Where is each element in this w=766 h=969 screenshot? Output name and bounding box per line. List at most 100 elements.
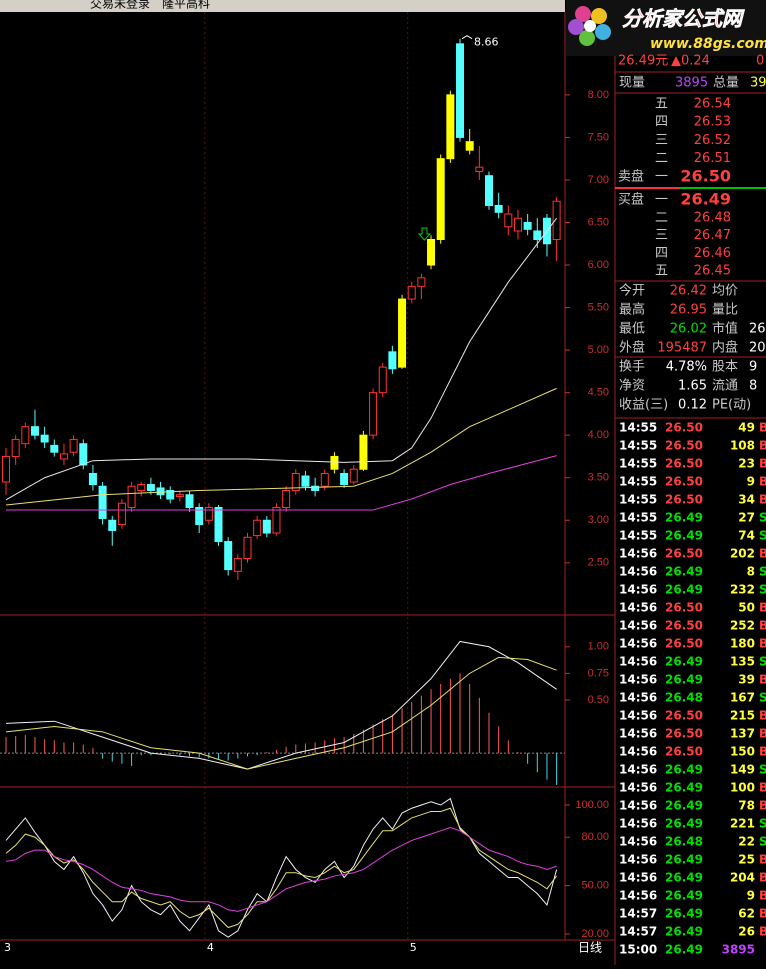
tick-time: 14:56	[619, 763, 657, 777]
tick-price: 26.49	[665, 925, 703, 939]
tick-volume: 22	[738, 835, 755, 849]
candle-body	[446, 94, 455, 160]
indicator-line	[5, 827, 557, 912]
book-level: 五	[655, 264, 668, 279]
tick-time: 14:57	[619, 925, 657, 939]
candle-body	[166, 489, 175, 500]
tick-time: 14:56	[619, 637, 657, 651]
candle-body	[311, 485, 320, 491]
tick-volume: 252	[730, 619, 755, 633]
tick-side: S	[759, 691, 766, 705]
tick-time: 14:56	[619, 835, 657, 849]
indicator-line	[5, 387, 557, 506]
tick-side: B	[759, 709, 766, 723]
tick-side: S	[759, 583, 766, 597]
stat-label: 换手	[619, 360, 645, 375]
stat-label: 今开	[619, 283, 645, 299]
logo-url: www.88gs.com	[650, 36, 766, 52]
candle-body	[456, 43, 465, 138]
stat-value: 20	[749, 341, 766, 356]
candle-body	[137, 484, 146, 491]
tick-volume: 149	[730, 763, 755, 777]
y-tick-label: 4.50	[588, 387, 609, 399]
tick-time: 14:56	[619, 691, 657, 705]
tick-time: 14:56	[619, 619, 657, 633]
y-tick-label: 2.50	[588, 557, 609, 569]
candle-body	[243, 536, 252, 560]
candle-body	[330, 455, 339, 470]
indicator-line	[6, 455, 557, 511]
tick-price: 26.49	[665, 529, 703, 543]
y-tick-label: 8.00	[588, 89, 609, 101]
tick-time: 14:55	[619, 529, 657, 543]
order-book: 五 26.54 四 26.53 三 26.52 二 26.51 一 26.50 卖盘一 26.49 二 2…	[618, 97, 731, 279]
tick-side: B	[759, 673, 766, 687]
period-label: 日线	[578, 941, 602, 955]
tick-price: 26.50	[665, 601, 703, 615]
candle-body	[398, 298, 407, 368]
y-tick-label: 100.00	[575, 799, 609, 811]
candle-body	[378, 366, 387, 394]
candle-body	[301, 475, 310, 487]
stat-label: 市值	[712, 321, 738, 337]
indicator-line	[5, 640, 557, 770]
tick-volume: 180	[730, 637, 755, 651]
tick-price: 26.50	[665, 475, 703, 489]
book-price: 26.52	[694, 133, 731, 148]
y-tick-label: 0.75	[588, 667, 609, 679]
tick-volume: 167	[730, 691, 755, 705]
candle-body	[224, 541, 233, 571]
candle-body	[533, 230, 542, 241]
stat-label: 均价	[712, 284, 738, 299]
candle-body	[282, 489, 291, 509]
tick-price: 26.49	[665, 673, 703, 687]
candle-body	[30, 426, 39, 436]
tick-side: B	[759, 799, 766, 813]
candle-body	[50, 444, 59, 453]
tick-side: B	[759, 421, 766, 435]
tick-time: 14:55	[619, 439, 657, 453]
candle-body	[117, 502, 126, 526]
tick-price: 26.50	[665, 421, 703, 435]
tick-time: 14:56	[619, 817, 657, 831]
candle-body	[485, 175, 493, 206]
stat-value: 9	[749, 360, 757, 375]
candle-body	[427, 239, 436, 266]
tick-time: 14:56	[619, 871, 657, 885]
stat-value: 26.95	[670, 303, 707, 318]
tick-volume: 215	[730, 709, 755, 723]
tick-time: 14:56	[619, 583, 657, 597]
candle-body	[340, 472, 349, 486]
high-label: 8.66	[474, 36, 499, 49]
tick-side: B	[759, 853, 766, 867]
stat-label: 流通	[712, 379, 738, 394]
book-price: 26.45	[694, 264, 731, 279]
tick-time: 14:56	[619, 853, 657, 867]
y-tick-label: 5.00	[588, 344, 609, 356]
tick-volume: 137	[730, 727, 755, 741]
indicator-line	[5, 807, 558, 929]
tick-time: 14:56	[619, 799, 657, 813]
tick-volume: 9	[747, 475, 755, 489]
tick-side: S	[759, 763, 766, 777]
tick-volume: 27	[738, 511, 755, 525]
book-price: 26.54	[694, 97, 731, 112]
tick-side: S	[759, 565, 766, 579]
tick-price: 26.49	[665, 799, 703, 813]
tick-volume: 100	[730, 781, 755, 795]
signal-arrow	[417, 227, 432, 241]
tick-time: 14:56	[619, 547, 657, 561]
tick-volume: 232	[730, 583, 755, 597]
candle-body	[175, 494, 184, 497]
book-price: 26.53	[694, 115, 731, 130]
tick-time: 14:56	[619, 889, 657, 903]
tick-side: B	[759, 907, 766, 921]
stat-label: 外盘	[619, 340, 645, 356]
tick-side: B	[759, 439, 766, 453]
book-title: 卖盘	[618, 169, 644, 185]
tick-time: 14:56	[619, 727, 657, 741]
candle-body	[214, 507, 223, 543]
tick-volume: 150	[730, 745, 755, 759]
book-price: 26.46	[694, 246, 731, 261]
